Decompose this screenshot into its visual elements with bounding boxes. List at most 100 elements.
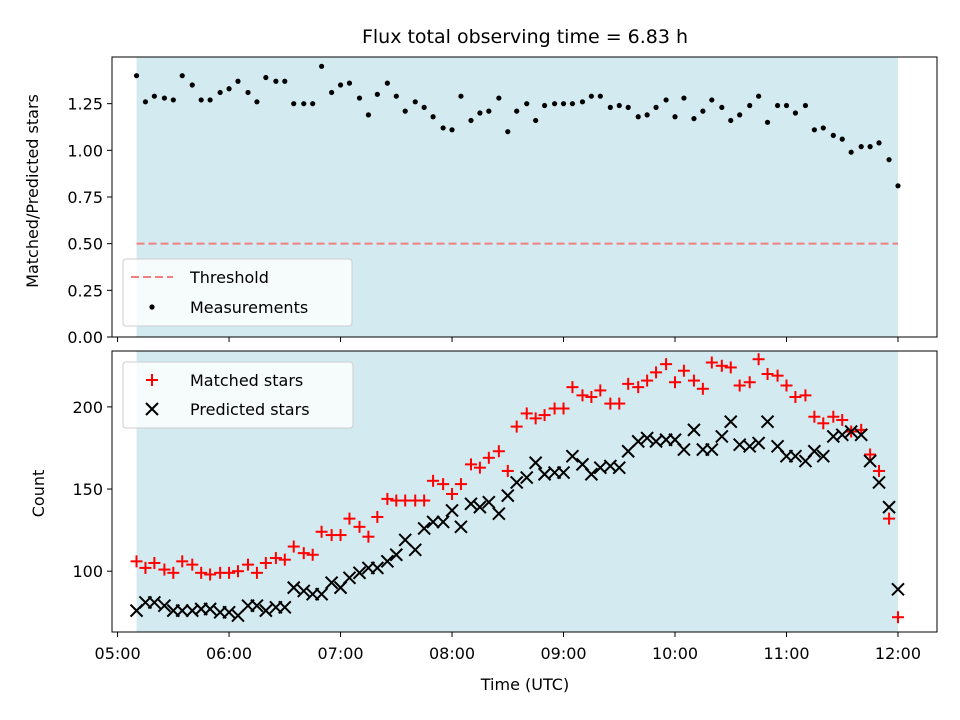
measurement-point-15 [273,78,279,84]
predicted-star-point-5 [175,603,189,618]
matched-star-point-32 [427,474,440,487]
legend-matched-swatch [146,374,158,386]
matched-star-point-15 [269,552,282,565]
measurement-point-41 [514,108,520,114]
matched-star-point-61 [696,382,709,395]
matched-star-point-71 [789,391,802,404]
x-tick-label-4: 09:00 [540,644,586,663]
matched-star-point-80 [873,464,886,477]
measurement-point-50 [597,93,603,99]
measurement-point-35 [458,93,464,99]
measurement-point-38 [486,108,492,114]
measurement-point-6 [189,82,195,88]
measurement-point-8 [207,97,213,103]
predicted-star-point-14 [259,603,273,618]
measurement-point-32 [430,114,436,120]
predicted-star-point-30 [408,543,422,557]
matched-star-point-8 [204,568,217,581]
predicted-star-point-62 [705,442,719,457]
matched-star-point-18 [297,547,310,560]
matched-star-point-19 [306,548,319,561]
matched-star-point-52 [613,397,626,410]
matched-star-point-39 [492,445,505,458]
matched-star-point-65 [733,379,746,392]
bottom-legend-box [122,361,354,429]
measurement-point-47 [569,101,576,107]
top-y-tick-label-5: 1.25 [67,95,103,114]
top-y-ticks: 0.00 0.25 0.50 0.75 1.00 1.25 [67,95,112,347]
predicted-star-point-43 [528,456,543,470]
measurement-point-49 [588,93,594,99]
matched-star-point-67 [752,353,765,366]
x-tick-label-6: 11:00 [763,644,809,663]
predicted-star-point-35 [454,520,468,534]
legend-measurements-label: Measurements [190,298,308,317]
matched-star-point-54 [632,381,645,394]
measurement-point-69 [774,102,781,109]
legend-matched-label: Matched stars [190,371,303,390]
matched-star-point-23 [343,512,356,525]
predicted-star-point-32 [426,515,440,529]
measurement-point-34 [449,127,455,133]
measurement-point-43 [533,117,539,124]
matched-star-point-14 [259,556,272,569]
predicted-star-point-27 [380,554,395,569]
matched-star-point-12 [242,558,255,571]
measurement-point-40 [505,129,511,135]
predicted-star-point-78 [854,428,868,442]
legend-threshold-label: Threshold [189,268,269,287]
predicted-star-point-73 [807,444,822,458]
measurement-point-30 [412,99,418,105]
predicted-star-point-68 [760,414,775,429]
matched-star-point-0 [130,555,143,568]
predicted-star-point-40 [501,488,515,503]
measurement-point-63 [719,104,725,110]
predicted-star-point-2 [147,595,162,610]
bottom-legend: Matched stars Predicted stars [122,361,354,429]
predicted-stars-points [129,414,905,623]
measurement-point-82 [895,183,901,189]
top-y-tick-label-0: 0.00 [67,328,103,347]
predicted-star-point-39 [492,506,506,521]
predicted-star-point-28 [389,548,403,562]
measurement-point-2 [151,93,157,99]
matched-star-point-55 [641,374,654,387]
matched-star-point-60 [687,374,700,387]
measurement-point-74 [820,125,826,131]
measurement-point-46 [560,101,567,107]
predicted-star-point-55 [640,431,654,445]
matched-star-point-27 [381,492,394,505]
predicted-star-point-82 [891,582,905,596]
predicted-star-point-59 [677,442,691,457]
matched-star-point-31 [418,494,431,507]
matched-star-point-35 [454,478,467,491]
matched-star-point-24 [353,520,366,533]
measurement-point-13 [254,99,260,105]
measurement-point-14 [263,74,269,81]
matched-star-point-74 [817,417,830,430]
measurement-point-17 [291,101,297,107]
measurement-point-45 [552,101,558,107]
measurement-point-1 [142,99,149,105]
predicted-star-point-16 [278,600,292,615]
matched-star-point-37 [473,461,486,474]
predicted-star-point-18 [297,584,311,598]
predicted-star-point-52 [612,460,626,475]
top-legend: Threshold Measurements [122,258,353,327]
predicted-star-point-13 [250,599,264,613]
predicted-star-point-23 [342,571,357,585]
matched-star-point-2 [148,556,161,569]
matched-star-point-25 [362,530,375,543]
measurement-point-71 [792,110,799,116]
measurement-point-62 [709,97,715,103]
measurement-point-37 [477,110,483,116]
measurement-point-57 [663,97,669,103]
measurement-point-31 [421,104,427,110]
matched-star-point-38 [482,451,495,464]
measurement-point-52 [616,102,622,109]
matched-star-point-76 [836,414,849,427]
measurement-point-3 [161,95,167,101]
measurement-point-56 [653,104,659,110]
measurement-point-65 [737,112,743,118]
